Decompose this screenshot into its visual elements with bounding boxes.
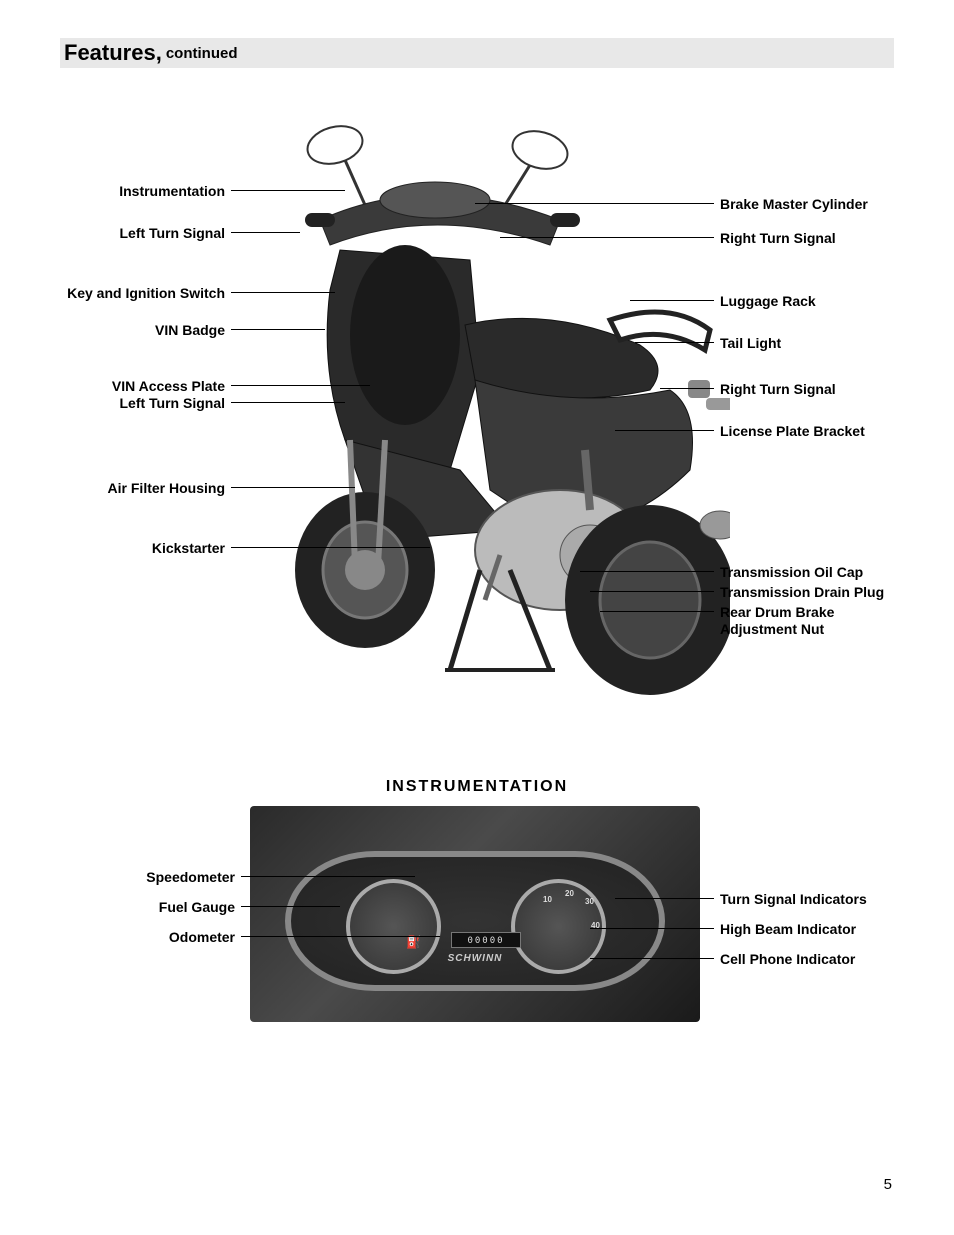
header-subtitle: continued <box>166 45 238 62</box>
fuel-pump-icon: ⛽ <box>406 935 418 949</box>
callout-label: Left Turn Signal <box>119 394 225 414</box>
callout-label: VIN Badge <box>155 321 225 341</box>
leader-line <box>231 385 370 386</box>
callout-label: Kickstarter <box>152 539 225 559</box>
leader-line <box>231 292 335 293</box>
leader-line <box>590 958 714 959</box>
dashboard-photo: 10 20 30 40 ⛽ 00000 SCHWINN <box>250 806 700 1022</box>
instrumentation-title: INSTRUMENTATION <box>0 778 954 796</box>
leader-line <box>231 487 355 488</box>
leader-line <box>475 203 714 204</box>
leader-line <box>231 329 325 330</box>
callout-label: Air Filter Housing <box>108 479 225 499</box>
callout-label: License Plate Bracket <box>720 422 865 442</box>
callout-label: Right Turn Signal <box>720 229 836 249</box>
leader-line <box>500 237 714 238</box>
scooter-diagram: Instrumentation Left Turn Signal Key and I… <box>60 100 894 720</box>
leader-line <box>600 611 714 612</box>
instrumentation-diagram: 10 20 30 40 ⛽ 00000 SCHWINN Speedometer F… <box>60 806 894 1036</box>
callout-label: Left Turn Signal <box>119 224 225 244</box>
callout-label: Right Turn Signal <box>720 380 836 400</box>
callout-label: Key and Ignition Switch <box>67 284 225 304</box>
leader-line <box>241 876 415 877</box>
leader-line <box>590 928 714 929</box>
leader-line <box>660 388 714 389</box>
odometer-display: 00000 <box>451 932 521 948</box>
leader-line <box>241 936 440 937</box>
leader-line <box>231 232 300 233</box>
callout-label: High Beam Indicator <box>720 920 856 940</box>
leader-line <box>615 430 714 431</box>
leader-line <box>241 906 340 907</box>
leader-line <box>231 547 430 548</box>
gauge-bezel: 10 20 30 40 ⛽ 00000 SCHWINN <box>285 851 665 991</box>
leader-line <box>635 342 714 343</box>
leader-line <box>231 190 345 191</box>
callout-label: Luggage Rack <box>720 292 816 312</box>
header-title: Features, <box>64 40 162 66</box>
leader-line <box>231 402 345 403</box>
callout-label: Instrumentation <box>119 182 225 202</box>
callout-label: Odometer <box>169 928 235 948</box>
page-number: 5 <box>884 1176 892 1193</box>
callout-label: Cell Phone Indicator <box>720 950 855 970</box>
callout-label: Transmission Oil Cap <box>720 563 863 583</box>
callout-label: Adjustment Nut <box>720 620 824 640</box>
callout-label: Transmission Drain Plug <box>720 583 884 603</box>
leader-line <box>615 898 714 899</box>
leader-line <box>580 571 714 572</box>
callout-label: Turn Signal Indicators <box>720 890 867 910</box>
section-header: Features, continued <box>60 38 894 68</box>
callout-label: Speedometer <box>146 868 235 888</box>
callout-label: Tail Light <box>720 334 781 354</box>
leader-line <box>590 591 714 592</box>
callout-label: Brake Master Cylinder <box>720 195 868 215</box>
leader-line <box>630 300 714 301</box>
callout-label: Fuel Gauge <box>159 898 235 918</box>
